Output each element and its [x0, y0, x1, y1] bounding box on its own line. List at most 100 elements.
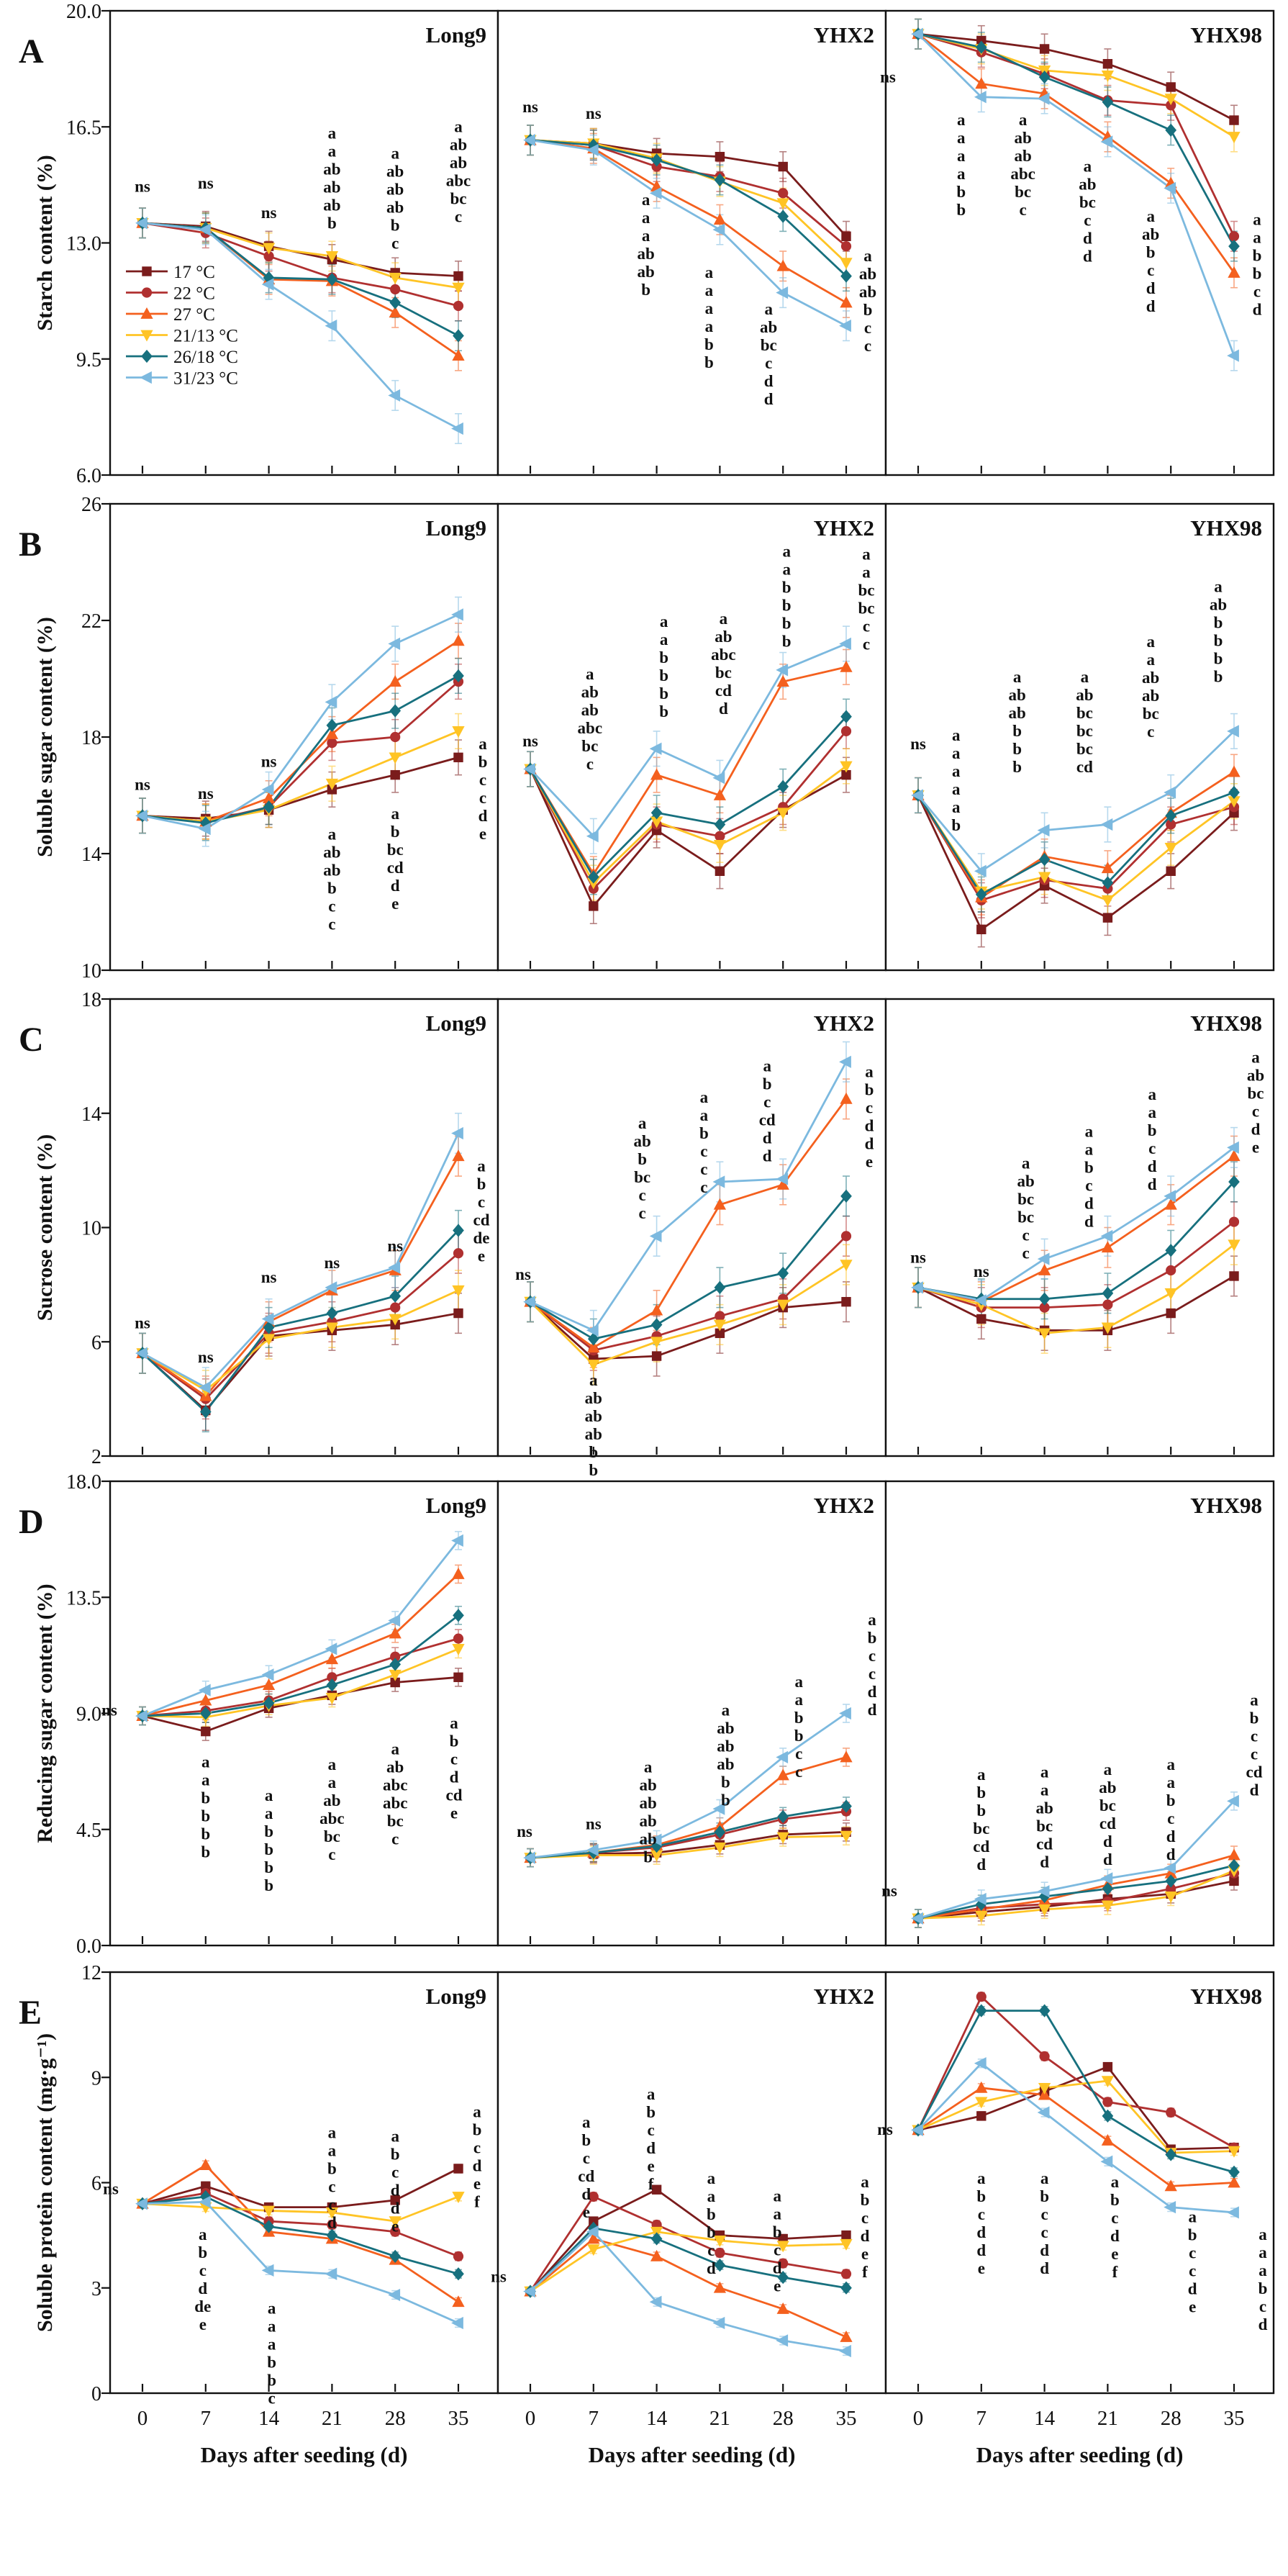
sig-letter: b	[1110, 2191, 1120, 2209]
y-tick-label: 0	[91, 2383, 101, 2405]
marker-triangle-up	[199, 2159, 212, 2171]
error-bars	[915, 713, 1238, 890]
sig-letter: ns	[881, 1881, 897, 1899]
sig-letter: c	[455, 207, 462, 225]
series-line	[917, 1147, 1235, 1302]
sig-letter: ab	[637, 245, 654, 263]
sig-letter: ns	[387, 1237, 403, 1255]
sig-letter: ab	[386, 162, 404, 180]
sig-letter: a	[268, 2317, 276, 2335]
series-line	[142, 222, 459, 430]
sig-letter: ab	[859, 265, 876, 283]
series-line	[142, 1132, 460, 1389]
sig-letter: a	[660, 613, 668, 631]
sig-annotation: ns	[103, 2180, 119, 2198]
sig-letter: a	[957, 147, 966, 165]
marker-circle	[1102, 1299, 1113, 1310]
sig-letter: a	[1166, 1755, 1175, 1773]
sig-letter: ab	[323, 161, 340, 178]
sig-letter: a	[862, 546, 871, 564]
sig-letter: e	[866, 1152, 873, 1170]
series-line	[142, 730, 459, 823]
marker-circle	[1228, 231, 1240, 242]
cultivar-title: Long9	[426, 1011, 486, 1036]
series-line	[142, 1289, 459, 1392]
marker-triangle-left	[198, 1381, 211, 1394]
sig-letter: c	[1259, 2297, 1266, 2315]
sig-letter: a	[1188, 2208, 1197, 2226]
marker-diamond	[1165, 2148, 1177, 2161]
series-line	[917, 1800, 1235, 1920]
series-line	[530, 139, 847, 304]
series-line	[917, 1869, 1235, 1920]
sig-letter: ab	[585, 1425, 602, 1443]
sig-letter: b	[641, 281, 650, 299]
series-line	[917, 1872, 1235, 1920]
sig-letter: c	[864, 337, 871, 355]
marker-triangle-up	[389, 1627, 402, 1639]
sig-letter: a	[707, 2187, 716, 2205]
marker-triangle-up	[452, 2295, 465, 2308]
sig-letter: d	[764, 372, 774, 390]
series-line	[917, 795, 1235, 902]
sig-letter: c	[268, 2389, 275, 2407]
marker-triangle-left	[388, 1261, 401, 1274]
marker-triangle-left	[1164, 1861, 1176, 1875]
sig-letter: b	[707, 2205, 716, 2223]
marker-triangle-down	[840, 258, 853, 270]
marker-triangle-up	[713, 788, 727, 800]
sig-letter: d	[1083, 230, 1092, 248]
sig-letter: ab	[581, 701, 599, 719]
sig-letter: ns	[325, 1254, 340, 1272]
marker-triangle-left	[451, 608, 463, 621]
sig-annotation: ns	[910, 1248, 926, 1266]
sig-annotation: ns	[517, 1822, 532, 1840]
y-tick-label: 12	[81, 1962, 101, 1984]
sig-letter: b	[1012, 758, 1022, 776]
x-tick-label: 21	[1097, 2407, 1118, 2430]
sig-letter: a	[328, 143, 337, 161]
marker-triangle-down	[840, 1260, 853, 1272]
marker-diamond	[650, 806, 663, 820]
sig-letter: ab	[1142, 225, 1159, 243]
y-tick-label: 18.0	[66, 1471, 101, 1493]
marker-triangle-down	[975, 1910, 988, 1922]
legend-label: 27 °C	[173, 305, 215, 325]
series-line	[917, 1244, 1235, 1334]
sig-letter: bc	[581, 737, 598, 755]
marker-diamond	[1165, 1874, 1177, 1888]
marker-square	[589, 901, 599, 911]
marker-diamond	[1228, 1175, 1240, 1189]
panel-row-C: C Sucrose content (%) 2 6 10 14 18 Long9 ns ns ns n…	[19, 989, 1275, 1479]
marker-triangle-left	[451, 2316, 463, 2330]
marker-triangle-left	[649, 1833, 662, 1846]
marker-triangle-left	[388, 2288, 401, 2302]
sig-letter: cd	[473, 1211, 490, 1229]
sig-letter: e	[450, 1804, 458, 1822]
series-line	[530, 2227, 847, 2292]
marker-triangle-up	[389, 675, 402, 687]
sig-letter: a	[1111, 2173, 1120, 2191]
marker-triangle-left	[261, 2264, 274, 2277]
sig-letter: ab	[581, 683, 599, 701]
marker-diamond	[453, 1224, 464, 1237]
marker-square	[841, 231, 851, 241]
sig-letter: d	[391, 2200, 400, 2218]
x-axis-title: Days after seeding (d)	[201, 2442, 408, 2467]
series-line	[142, 756, 459, 820]
panel-letter: C	[19, 1021, 44, 1059]
series-markers	[135, 1126, 463, 1394]
marker-triangle-down	[1101, 2076, 1115, 2088]
sig-letter: c	[328, 916, 335, 934]
